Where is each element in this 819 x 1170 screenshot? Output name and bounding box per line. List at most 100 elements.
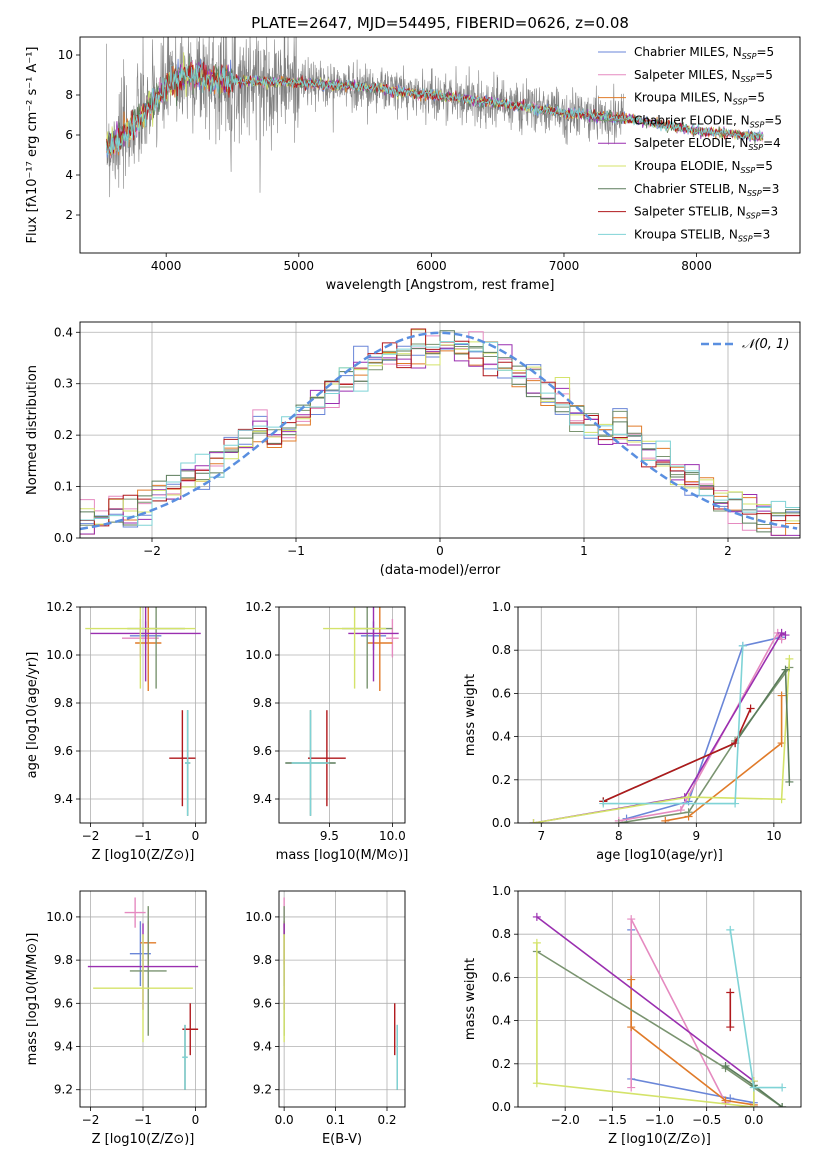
marker-plus: [627, 915, 636, 924]
legend-entry: Kroupa ELODIE, NSSP=5: [634, 159, 773, 175]
marker-plus: [778, 1103, 787, 1107]
marker-plus: [627, 1023, 636, 1032]
x-tick-label: 4000: [151, 259, 182, 273]
marker-plus: [778, 1083, 787, 1092]
x-tick-label: 8000: [681, 259, 712, 273]
marker-plus: [781, 631, 790, 640]
marker-plus: [781, 665, 790, 674]
y-tick-label: 0.2: [492, 773, 511, 787]
y-tick-label: 9.8: [54, 696, 73, 710]
x-tick-label: −1.0: [645, 1113, 674, 1127]
series-line: [536, 942, 755, 1107]
y-tick-label: 9.8: [54, 953, 73, 967]
marker-plus: [785, 654, 794, 663]
marker-plus: [738, 641, 747, 650]
marker-plus: [726, 1023, 735, 1032]
y-tick-label: 2: [65, 208, 73, 222]
marker-plus: [532, 912, 541, 921]
series-line: [630, 918, 727, 1104]
x-tick-label: 5000: [284, 259, 315, 273]
data-spectrum: [106, 37, 624, 198]
y-axis-label: age [log10(age/yr)]: [25, 652, 40, 779]
x-tick-label: −1: [134, 829, 152, 843]
marker-plus: [731, 799, 740, 808]
marker-plus: [627, 1083, 636, 1092]
marker-plus: [627, 975, 636, 984]
panel-mass_vs_ebv: 0.0 0.1 0.2 9.2 9.4 9.6 9.8 10.0 E(B-V): [245, 890, 406, 1147]
marker-plus: [532, 938, 541, 947]
x-tick-label: −2.0: [551, 1113, 580, 1127]
hist-step: [80, 341, 800, 526]
marker-plus: [532, 1079, 541, 1088]
y-tick-label: 9.8: [253, 696, 272, 710]
y-tick-label: 0.0: [492, 1100, 511, 1114]
marker-plus: [749, 1083, 758, 1092]
series-line: [618, 631, 783, 822]
x-axis-label: mass [log10(M/M⊙)]: [276, 848, 409, 863]
y-tick-label: 8: [65, 88, 73, 102]
x-tick-label: −2: [82, 829, 100, 843]
y-tick-label: 1.0: [492, 884, 511, 898]
marker-plus: [777, 691, 786, 700]
model-line: [106, 61, 764, 154]
panel-residuals: −2 −1 0 1 2 0.0 0.1 0.2 0.3 0.4 (data-model)/error…: [25, 321, 801, 578]
legend-entry: Salpeter STELIB, NSSP=3: [634, 205, 778, 221]
marker-plus: [726, 988, 735, 997]
x-axis-label: Z [log10(Z/Z⊙)]: [92, 848, 195, 863]
plot-area: [283, 897, 398, 1090]
y-tick-label: 0.4: [492, 730, 511, 744]
axes-frame: [79, 36, 801, 254]
axes-frame: [79, 890, 207, 1108]
x-tick-label: 0.2: [377, 1113, 396, 1127]
legend-entry: Salpeter ELODIE, NSSP=4: [634, 136, 781, 152]
x-tick-label: −2: [82, 1113, 100, 1127]
x-axis-label: Z [log10(Z/Z⊙)]: [92, 1132, 195, 1147]
series-line: [630, 979, 754, 1106]
marker-plus: [661, 816, 670, 823]
y-axis-label: Flux [fλ10⁻¹⁷ erg cm⁻² s⁻¹ A⁻¹]: [25, 47, 40, 244]
legend-entry: Kroupa STELIB, NSSP=3: [634, 227, 770, 243]
y-tick-label: 0.6: [492, 686, 511, 700]
y-tick-label: 0.4: [492, 1014, 511, 1028]
marker-plus: [614, 819, 623, 823]
y-tick-label: 9.6: [253, 996, 272, 1010]
x-tick-label: −1: [287, 544, 305, 558]
x-axis-label: age [log10(age/yr)]: [596, 848, 723, 863]
x-tick-label: 0.0: [275, 1113, 294, 1127]
y-axis-label: mass weight: [463, 674, 478, 756]
panel-age_vs_mass: 9.5 10.0 9.4 9.6 9.8 10.0 10.2 mass [log10(M/M⊙…: [245, 600, 409, 863]
y-tick-label: 10: [58, 48, 73, 62]
axes-frame: [278, 606, 406, 824]
y-tick-label: 9.6: [54, 996, 73, 1010]
x-axis-label: E(B-V): [322, 1132, 362, 1147]
x-tick-label: −2: [143, 544, 161, 558]
plot-area: [87, 897, 199, 1090]
series-line: [618, 667, 791, 823]
y-axis-label: mass [log10(M/M⊙)]: [25, 933, 40, 1066]
marker-plus: [777, 795, 786, 804]
plot-area: [106, 37, 764, 198]
plot-area: [285, 607, 399, 816]
y-tick-label: 4: [65, 168, 73, 182]
legend: Chabrier MILES, NSSP=5 Salpeter MILES, NS…: [598, 45, 782, 243]
axes-frame: [278, 890, 406, 1108]
y-tick-label: 0.8: [492, 927, 511, 941]
legend-entry: Chabrier ELODIE, NSSP=5: [634, 113, 782, 129]
panel-mass_vs_Z: −2 −1 0 9.2 9.4 9.6 9.8 10.0 Z [log10(Z/Z⊙)] mass…: [25, 890, 207, 1147]
model-line: [106, 64, 764, 156]
y-tick-label: 10.0: [46, 910, 73, 924]
y-tick-label: 0.3: [54, 377, 73, 391]
marker-plus: [785, 777, 794, 786]
x-tick-label: 7000: [549, 259, 580, 273]
y-tick-label: 10.0: [245, 648, 272, 662]
y-axis-label: mass weight: [463, 958, 478, 1040]
marker-plus: [599, 799, 608, 808]
plot-area: [529, 628, 794, 823]
x-tick-label: −1.5: [598, 1113, 627, 1127]
x-tick-label: 8: [615, 829, 623, 843]
x-tick-label: 0: [436, 544, 444, 558]
x-tick-label: 0: [192, 829, 200, 843]
series-line: [626, 636, 782, 820]
series-line: [533, 631, 786, 823]
